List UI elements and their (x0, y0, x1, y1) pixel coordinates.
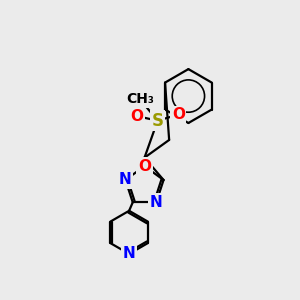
Text: CH₃: CH₃ (126, 92, 154, 106)
Text: N: N (119, 172, 132, 188)
Text: N: N (150, 195, 163, 210)
Text: S: S (152, 112, 164, 130)
Text: O: O (130, 109, 143, 124)
Text: O: O (138, 159, 151, 174)
Text: O: O (172, 107, 185, 122)
Text: N: N (123, 246, 136, 261)
